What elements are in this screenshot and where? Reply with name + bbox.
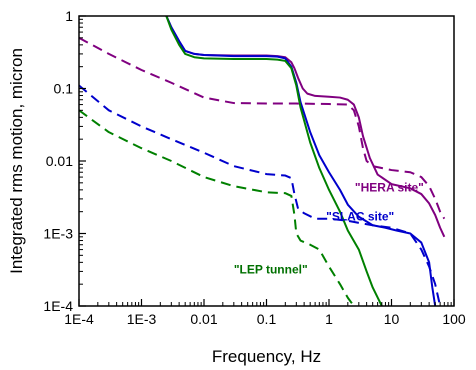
y-tick-label: 0.1: [54, 81, 74, 97]
y-axis-title: Integrated rms motion, micron: [7, 48, 26, 274]
y-tick-label: 0.01: [46, 153, 73, 169]
annotation-layer: "HERA site" "SLAC site" "LEP tunnel": [234, 180, 424, 276]
x-tick-label: 1E-3: [127, 311, 157, 327]
x-tick-label: 0.01: [190, 311, 217, 327]
series-annotation: "SLAC site": [326, 210, 394, 224]
y-tick-label: 1E-3: [43, 226, 73, 242]
x-tick-label: 1E-4: [64, 311, 94, 327]
x-tick-label: 10: [384, 311, 400, 327]
series-layer: [79, 16, 446, 306]
y-tick-label: 1E-4: [43, 298, 73, 314]
tick-layer: 1E-4 1E-3 0.01 0.1 1 10 100 1E-4 1E-3 0.01 0.1 1: [43, 8, 465, 327]
series-annotation: "LEP tunnel": [234, 263, 308, 277]
x-tick-label: 0.1: [257, 311, 277, 327]
series-line-5: [79, 109, 355, 306]
x-axis-title: Frequency, Hz: [212, 347, 321, 366]
series-annotation: "HERA site": [355, 180, 424, 194]
y-tick-label: 1: [65, 8, 73, 24]
x-tick-label: 1: [325, 311, 333, 327]
series-line-3: [79, 36, 446, 220]
series-line-4: [79, 84, 442, 306]
series-line-2: [165, 16, 383, 306]
x-tick-label: 100: [442, 311, 466, 327]
